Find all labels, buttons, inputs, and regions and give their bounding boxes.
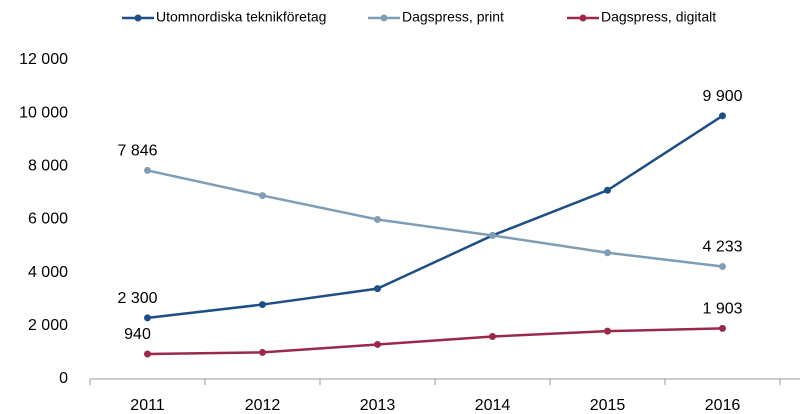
point — [259, 348, 266, 356]
legend-marker — [579, 14, 587, 22]
x-tick-label: 2013 — [360, 397, 396, 414]
point — [144, 314, 151, 322]
y-tick-label: 6 000 — [28, 211, 68, 228]
x-tick-label: 2014 — [475, 397, 511, 414]
legend-marker — [380, 14, 388, 22]
point — [259, 301, 266, 309]
point — [604, 327, 611, 335]
series-line — [147, 169, 723, 268]
y-tick-label: 4 000 — [28, 264, 68, 281]
point — [604, 249, 611, 257]
data-label: 940 — [124, 326, 151, 343]
y-tick-label: 8 000 — [28, 158, 68, 175]
y-tick-label: 2 000 — [28, 317, 68, 334]
legend-label: Dagspress, digitalt — [601, 9, 716, 25]
y-tick-label: 0 — [59, 370, 68, 387]
legend-marker — [134, 14, 142, 22]
point — [259, 192, 266, 200]
point — [489, 332, 496, 340]
point — [489, 231, 496, 239]
point — [604, 186, 611, 194]
point — [144, 350, 151, 358]
legend-label: Dagspress, print — [402, 9, 504, 25]
point — [719, 262, 726, 270]
data-label: 9 900 — [702, 88, 742, 105]
series-line — [147, 114, 724, 320]
point — [374, 340, 381, 348]
data-label: 7 846 — [117, 143, 157, 160]
x-tick-label: 2011 — [130, 397, 165, 414]
point — [374, 285, 381, 293]
y-tick-label: 12 000 — [19, 51, 68, 68]
point — [374, 216, 381, 223]
legend-label: Utomnordiska teknikföretag — [156, 9, 326, 25]
y-tick-label: 10 000 — [19, 104, 68, 121]
data-label: 2 300 — [117, 290, 157, 307]
point — [719, 324, 726, 332]
data-label: 4 233 — [702, 239, 742, 256]
series-line — [147, 327, 723, 356]
data-label: 1 903 — [702, 301, 742, 318]
x-tick-label: 2016 — [705, 397, 741, 414]
x-tick-label: 2012 — [245, 397, 281, 414]
x-tick-label: 2015 — [590, 397, 626, 414]
point — [144, 166, 151, 174]
point — [719, 112, 726, 120]
